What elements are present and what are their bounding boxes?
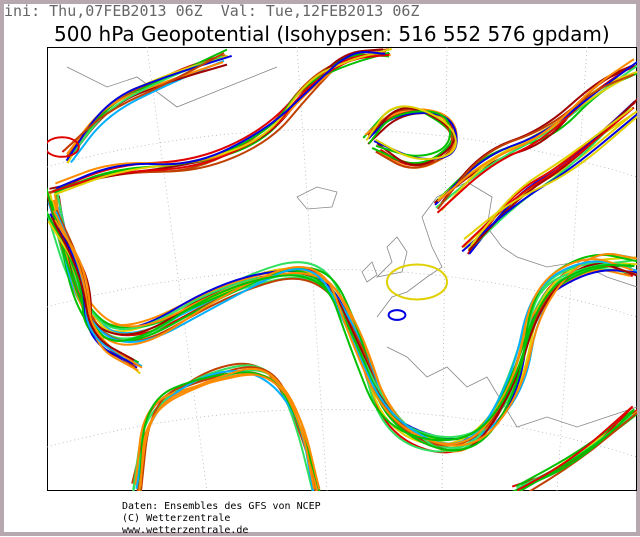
contour-line <box>53 219 139 372</box>
contour-line <box>463 115 637 240</box>
graticule <box>47 47 637 491</box>
contour-line <box>470 107 633 246</box>
contour-line <box>50 216 135 361</box>
map-title: 500 hPa Geopotential (Isohypsen: 516 552… <box>54 22 610 46</box>
contour-line <box>512 410 635 491</box>
contour-line <box>53 47 393 196</box>
contour-line <box>365 105 457 161</box>
contour-line <box>516 405 634 491</box>
contour-line <box>52 210 143 369</box>
contour-line <box>70 55 223 157</box>
footer-line: Daten: Ensembles des GFS von NCEP <box>122 501 321 512</box>
contour-line <box>57 195 637 452</box>
contour-line <box>436 58 635 203</box>
contour-line <box>368 110 452 157</box>
contour-loop <box>386 263 448 301</box>
contour-line <box>461 106 635 248</box>
contour-loop <box>387 309 407 321</box>
contour-line <box>528 411 637 491</box>
run-info: ini: Thu,07FEB2013 06Z Val: Tue,12FEB201… <box>4 2 420 20</box>
footer-line: www.wetterzentrale.de <box>122 525 249 536</box>
isohypse-contours <box>47 47 637 491</box>
contour-line <box>139 373 321 490</box>
contour-line <box>55 51 386 190</box>
footer-line: (C) Wetterzentrale <box>122 513 231 524</box>
contour-loop <box>47 136 80 158</box>
contour-line <box>52 199 637 447</box>
contour-line <box>436 73 635 210</box>
contour-line <box>65 54 233 162</box>
contour-line <box>138 371 321 491</box>
contour-line <box>47 186 635 442</box>
contour-line <box>63 52 225 152</box>
contour-line <box>368 107 456 166</box>
map <box>47 47 637 491</box>
map-border <box>47 47 637 491</box>
contour-line <box>70 59 225 164</box>
